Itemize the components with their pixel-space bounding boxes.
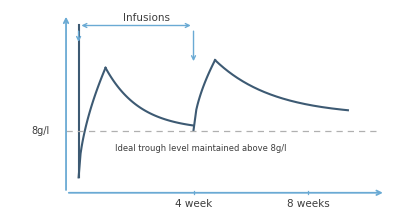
Text: 8g/l: 8g/l: [32, 126, 50, 136]
Text: Ideal trough level maintained above 8g/l: Ideal trough level maintained above 8g/l: [115, 144, 286, 153]
Text: Infusions: Infusions: [123, 13, 170, 23]
Text: 4 week: 4 week: [175, 199, 212, 209]
Text: 8 weeks: 8 weeks: [287, 199, 330, 209]
